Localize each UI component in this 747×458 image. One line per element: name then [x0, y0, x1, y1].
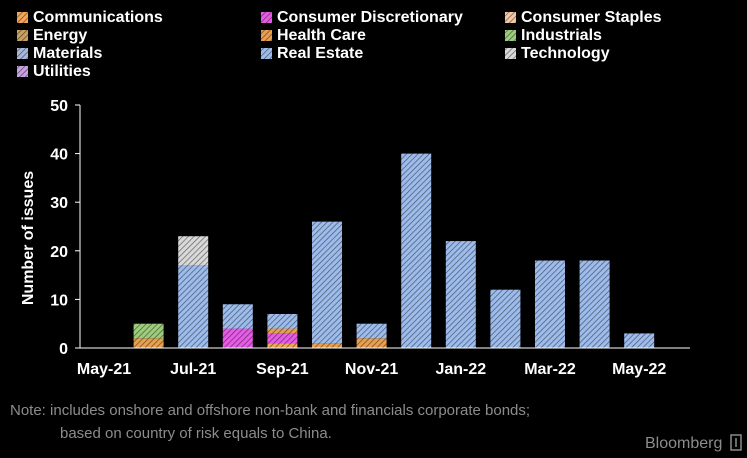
- bar-segment-mar-22-real-estate: [535, 260, 565, 348]
- bar-segment-aug-21-real-estate: [222, 304, 253, 329]
- bar-segment-sep-21-real-estate: [267, 313, 298, 329]
- bar-segment-dec-21-real-estate: [401, 153, 432, 348]
- legend-item-health-care: Health Care: [261, 27, 366, 44]
- legend-item-communications: Communications: [17, 9, 163, 26]
- bar-stack-sep-21: [267, 313, 298, 348]
- legend-label-materials: Materials: [33, 45, 102, 62]
- bar-stack-jan-22: [445, 241, 476, 348]
- x-tick-label: Jan-22: [435, 361, 486, 378]
- x-tick-label: Sep-21: [256, 361, 309, 378]
- legend-label-health-care: Health Care: [277, 27, 366, 44]
- legend-label-utilities: Utilities: [33, 63, 91, 80]
- bar-segment-apr-22-real-estate: [579, 260, 610, 348]
- bar-segment-jun-21-industrials: [133, 323, 164, 339]
- bar-segment-sep-21-communications: [267, 343, 298, 348]
- legend-item-consumer-discretionary: Consumer Discretionary: [261, 9, 463, 26]
- bar-segment-jul-21-technology: [178, 236, 209, 266]
- legend-label-communications: Communications: [33, 9, 163, 26]
- bar-segment-sep-21-consumer-discretionary: [267, 333, 298, 344]
- bar-segment-jun-21-health-care: [133, 338, 164, 348]
- y-tick-label: 0: [59, 341, 68, 358]
- bar-stack-oct-21: [312, 221, 342, 348]
- legend-item-technology: Technology: [505, 45, 610, 62]
- footnote-line-1: Note: includes onshore and offshore non-…: [10, 402, 530, 419]
- bar-segment-oct-21-health-care: [312, 343, 342, 348]
- x-tick-label: May-22: [612, 361, 666, 378]
- legend-swatch-utilities: [17, 66, 28, 77]
- legend-swatch-consumer-staples: [505, 12, 516, 23]
- bar-segment-nov-21-health-care: [356, 338, 387, 348]
- x-axis: May-21 Jul-21 Sep-21 Nov-21 Jan-22 Mar-22 May-…: [77, 347, 690, 378]
- legend-item-industrials: Industrials: [505, 27, 602, 44]
- legend-item-consumer-staples: Consumer Staples: [505, 9, 662, 26]
- legend-label-consumer-staples: Consumer Staples: [521, 9, 662, 26]
- legend: Communications Consumer Discretionary Cons…: [17, 9, 662, 80]
- bar-segment-jul-21-real-estate: [178, 265, 209, 348]
- bar-stack-aug-21: [222, 304, 253, 348]
- legend-swatch-health-care: [261, 30, 272, 41]
- legend-swatch-energy: [17, 30, 28, 41]
- bar-stack-apr-22: [579, 260, 610, 348]
- legend-item-real-estate: Real Estate: [261, 45, 363, 62]
- y-tick-label: 30: [50, 195, 68, 212]
- legend-item-energy: Energy: [17, 27, 87, 44]
- bar-segment-feb-22-real-estate: [490, 289, 521, 348]
- bar-stack-may-22: [624, 333, 655, 348]
- legend-label-technology: Technology: [521, 45, 610, 62]
- legend-label-consumer-discretionary: Consumer Discretionary: [277, 9, 463, 26]
- footnote-line-2: based on country of risk equals to China…: [60, 425, 332, 442]
- y-tick-label: 50: [50, 98, 68, 115]
- y-tick-label: 40: [50, 147, 68, 164]
- bar-segment-nov-21-real-estate: [356, 323, 387, 339]
- legend-item-utilities: Utilities: [17, 63, 91, 80]
- y-tick-label: 20: [50, 244, 68, 261]
- legend-label-energy: Energy: [33, 27, 87, 44]
- bar-stack-jul-21: [178, 236, 209, 348]
- bar-stack-nov-21: [356, 323, 387, 348]
- legend-item-materials: Materials: [17, 45, 102, 62]
- bar-segment-aug-21-consumer-discretionary: [222, 328, 253, 348]
- legend-swatch-industrials: [505, 30, 516, 41]
- legend-swatch-communications: [17, 12, 28, 23]
- bar-segment-jan-22-real-estate: [445, 241, 476, 348]
- legend-label-industrials: Industrials: [521, 27, 602, 44]
- bar-stack-mar-22: [535, 260, 565, 348]
- bar-segment-oct-21-real-estate: [312, 221, 342, 344]
- x-tick-label: Mar-22: [524, 361, 576, 378]
- bar-stack-jun-21: [133, 323, 164, 348]
- bar-segment-sep-21-health-care: [267, 328, 298, 334]
- bars: [133, 153, 655, 348]
- bloomberg-logo: Bloomberg: [645, 435, 722, 452]
- bar-segment-may-22-real-estate: [624, 333, 655, 348]
- legend-label-real-estate: Real Estate: [277, 45, 363, 62]
- legend-swatch-real-estate: [261, 48, 272, 59]
- bar-stack-dec-21: [401, 153, 432, 348]
- legend-swatch-technology: [505, 48, 516, 59]
- y-axis: 0 10 20 30 40 50: [50, 98, 81, 358]
- bar-stack-feb-22: [490, 289, 521, 348]
- x-tick-label: Nov-21: [345, 361, 398, 378]
- x-tick-label: Jul-21: [170, 361, 216, 378]
- legend-swatch-consumer-discretionary: [261, 12, 272, 23]
- y-tick-label: 10: [50, 292, 68, 309]
- y-axis-title: Number of issues: [20, 171, 37, 305]
- bloomberg-mark-icon: [730, 434, 742, 451]
- legend-swatch-materials: [17, 48, 28, 59]
- x-tick-label: May-21: [77, 361, 131, 378]
